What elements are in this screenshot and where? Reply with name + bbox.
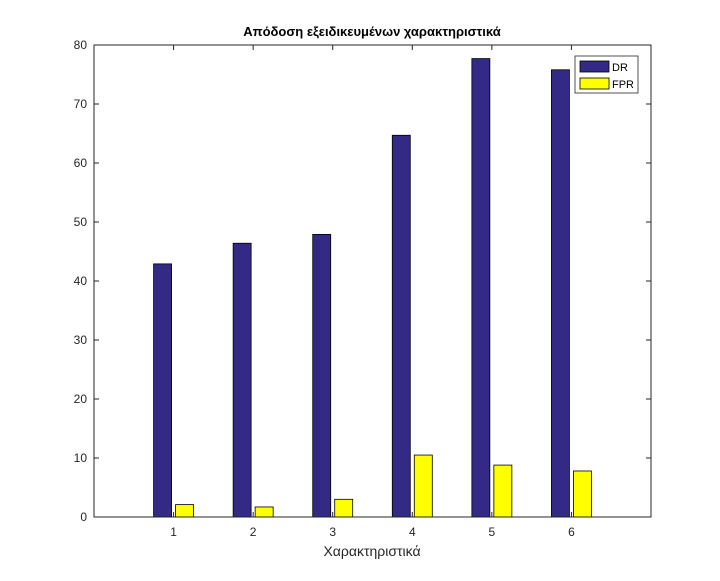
bar-fpr-6	[573, 470, 592, 518]
bar-dr-1	[153, 263, 172, 518]
x-tick-label: 2	[250, 525, 257, 539]
legend-label-dr: DR	[612, 62, 628, 74]
y-tick-label: 70	[74, 97, 88, 111]
bar-fpr-2	[254, 506, 274, 518]
bar-dr-5	[471, 58, 491, 518]
y-tick-label: 10	[74, 451, 88, 465]
x-axis-label: Χαρακτηριστικά	[323, 543, 420, 559]
y-tick-label: 40	[74, 274, 88, 288]
x-tick-label: 3	[329, 525, 336, 539]
chart-title: Απόδοση εξειδικευμένων χαρακτηριστικά	[243, 24, 500, 39]
bar-fpr-4	[413, 454, 433, 518]
y-tick-label: 80	[74, 38, 88, 52]
plot-frame	[93, 44, 652, 518]
legend: DR FPR	[574, 55, 639, 94]
legend-swatch-fpr	[579, 77, 610, 90]
y-tick-label: 0	[80, 510, 87, 524]
bar-dr-2	[232, 242, 252, 518]
bar-dr-3	[312, 233, 332, 518]
bar-dr-4	[391, 134, 411, 518]
y-tick-label: 50	[74, 215, 88, 229]
x-tick-label: 5	[489, 525, 496, 539]
bars-group	[153, 58, 592, 518]
bar-fpr-5	[493, 464, 513, 518]
legend-label-fpr: FPR	[612, 79, 634, 91]
x-tick-label: 6	[568, 525, 575, 539]
bar-fpr-3	[334, 498, 354, 518]
x-tick-label: 1	[170, 525, 177, 539]
x-tick-label: 4	[409, 525, 416, 539]
bar-dr-6	[551, 69, 570, 518]
y-tick-label: 20	[74, 392, 88, 406]
y-tick-label: 60	[74, 156, 88, 170]
y-tick-label: 30	[74, 333, 88, 347]
bar-fpr-1	[175, 504, 194, 518]
legend-swatch-dr	[579, 60, 610, 73]
